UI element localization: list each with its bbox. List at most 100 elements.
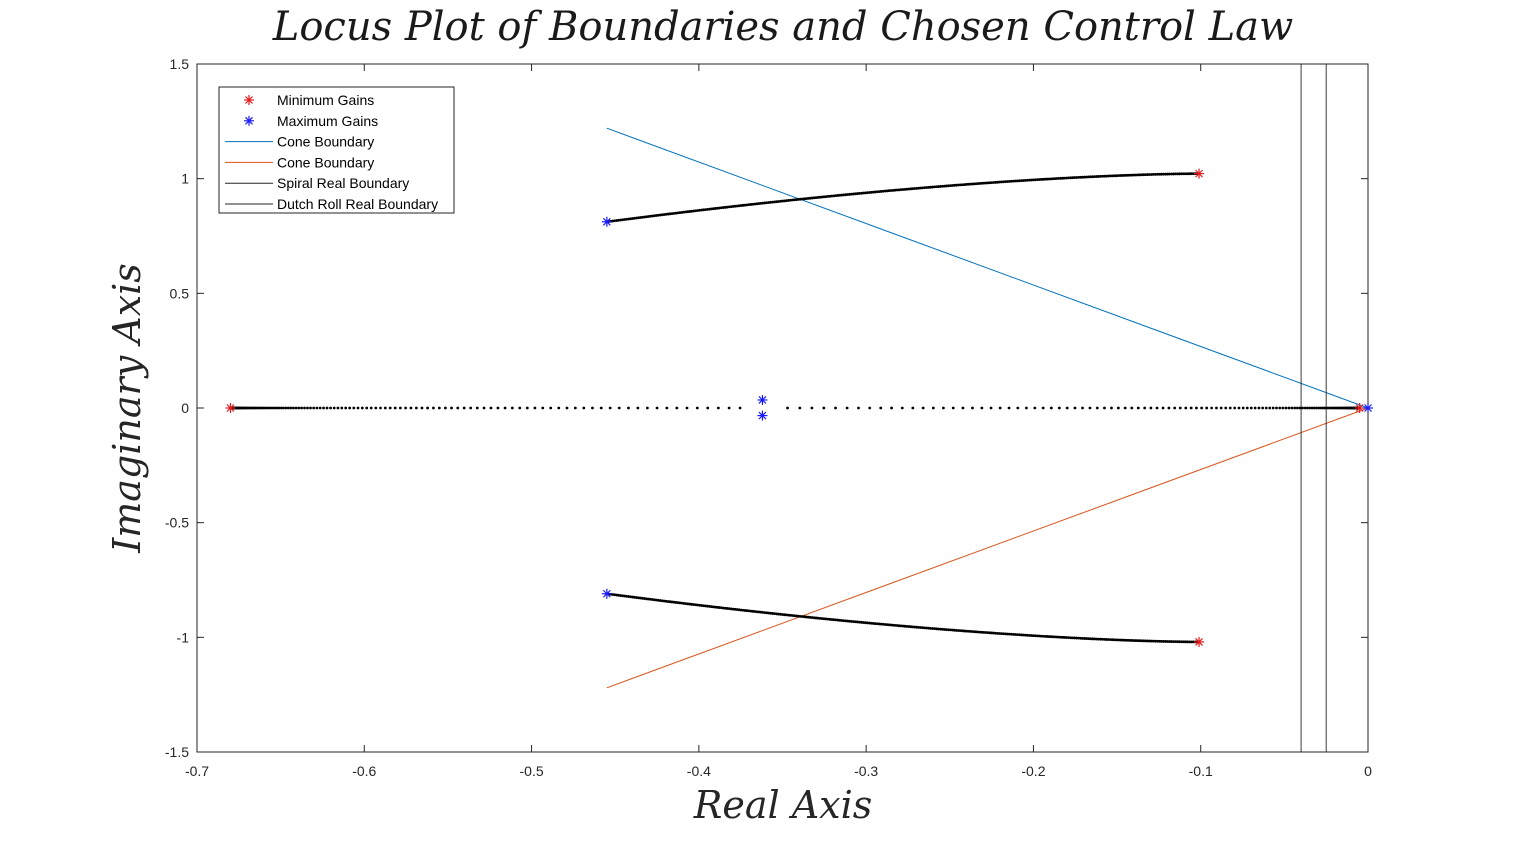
- locus-point: [685, 406, 689, 410]
- locus-point: [1059, 176, 1063, 180]
- locus-point: [1173, 640, 1177, 644]
- locus-point: [1205, 406, 1209, 410]
- locus-point: [1069, 636, 1073, 640]
- locus-point: [1134, 639, 1138, 642]
- locus-point: [951, 406, 955, 410]
- locus-point: [469, 406, 473, 410]
- locus-point: [1183, 172, 1187, 176]
- locus-point: [822, 406, 826, 410]
- locus-point: [1144, 639, 1148, 643]
- y-tick-label: 0: [181, 400, 189, 416]
- locus-point: [306, 406, 309, 410]
- locus-point: [1043, 177, 1047, 181]
- locus-point: [1184, 406, 1188, 410]
- locus-point: [1187, 640, 1191, 644]
- locus-point: [1041, 177, 1045, 181]
- locus-point: [456, 406, 460, 410]
- locus-point: [1065, 406, 1069, 410]
- locus-point: [1100, 174, 1104, 178]
- locus-point: [1085, 175, 1088, 179]
- locus-point: [1067, 636, 1071, 640]
- locus-point: [911, 406, 915, 410]
- locus-point: [322, 406, 325, 410]
- marker-stroke: [1355, 404, 1364, 412]
- locus-point: [1083, 175, 1086, 179]
- series-line-cone-boundary: [606, 407, 1369, 689]
- locus-point: [1154, 639, 1158, 643]
- locus-point: [1118, 174, 1122, 177]
- locus-point: [294, 406, 298, 410]
- locus-point: [1195, 406, 1198, 410]
- locus-point: [1224, 406, 1228, 410]
- locus-point: [1089, 637, 1092, 641]
- locus-point: [738, 406, 742, 410]
- locus-point: [1102, 174, 1106, 178]
- locus-point: [1173, 172, 1177, 176]
- locus-point: [1025, 406, 1028, 410]
- locus-point: [1162, 172, 1165, 176]
- locus-point: [727, 406, 731, 410]
- locus-point: [1303, 406, 1307, 410]
- locus-point: [1284, 406, 1288, 410]
- locus-point: [1308, 406, 1312, 410]
- locus-point: [315, 406, 319, 410]
- locus-point: [706, 406, 710, 410]
- locus-point: [1065, 176, 1069, 180]
- locus-point: [1057, 177, 1061, 180]
- locus-point: [1043, 634, 1047, 638]
- locus-point: [1045, 635, 1049, 638]
- y-tick-label: -1: [177, 629, 190, 645]
- locus-point: [1257, 406, 1261, 410]
- locus-point: [374, 406, 378, 410]
- locus-point: [1031, 178, 1035, 182]
- locus-point: [1253, 406, 1257, 410]
- locus-point: [1049, 406, 1053, 410]
- locus-point: [496, 406, 500, 410]
- locus-point: [1124, 638, 1128, 642]
- locus-point: [1281, 406, 1285, 410]
- locus-point: [1264, 406, 1268, 410]
- locus-point: [273, 406, 277, 410]
- locus-point: [1275, 406, 1278, 410]
- max-gain-marker: [601, 588, 612, 599]
- locus-point: [1083, 637, 1086, 640]
- locus-point: [989, 406, 993, 410]
- locus-point: [1154, 172, 1158, 176]
- locus-point: [393, 406, 397, 410]
- locus-point: [1191, 640, 1195, 644]
- locus-point: [1233, 406, 1237, 410]
- x-tick-label: -0.1: [1189, 763, 1213, 779]
- max-gain-marker: [601, 216, 612, 227]
- locus-point: [1160, 172, 1163, 176]
- locus-point: [971, 406, 974, 410]
- locus-point: [1055, 635, 1059, 639]
- locus-point: [931, 406, 935, 410]
- locus-point: [1175, 640, 1179, 644]
- locus-point: [533, 406, 537, 410]
- locus-point: [1053, 177, 1057, 181]
- locus-point: [1298, 406, 1302, 410]
- locus-point: [1140, 639, 1144, 643]
- locus-point: [1075, 636, 1079, 640]
- locus-point: [1122, 638, 1126, 642]
- locus-point: [1094, 175, 1098, 178]
- locus-point: [1179, 172, 1183, 176]
- legend-box: [218, 86, 455, 214]
- locus-point: [1037, 178, 1041, 181]
- locus-point: [300, 406, 304, 410]
- locus-point: [1136, 639, 1140, 643]
- locus-point: [1319, 406, 1322, 410]
- locus-point: [1130, 639, 1134, 642]
- locus-point: [1065, 636, 1069, 639]
- locus-point: [1295, 406, 1299, 410]
- locus-point: [1047, 635, 1051, 638]
- locus-point: [1073, 176, 1077, 179]
- locus-point: [1287, 406, 1291, 410]
- locus-point: [1181, 640, 1185, 644]
- locus-point: [1079, 175, 1083, 179]
- locus-point: [1106, 174, 1110, 178]
- locus-point: [565, 406, 569, 410]
- series-line-cone-boundary: [606, 127, 1369, 409]
- locus-point: [1110, 638, 1114, 642]
